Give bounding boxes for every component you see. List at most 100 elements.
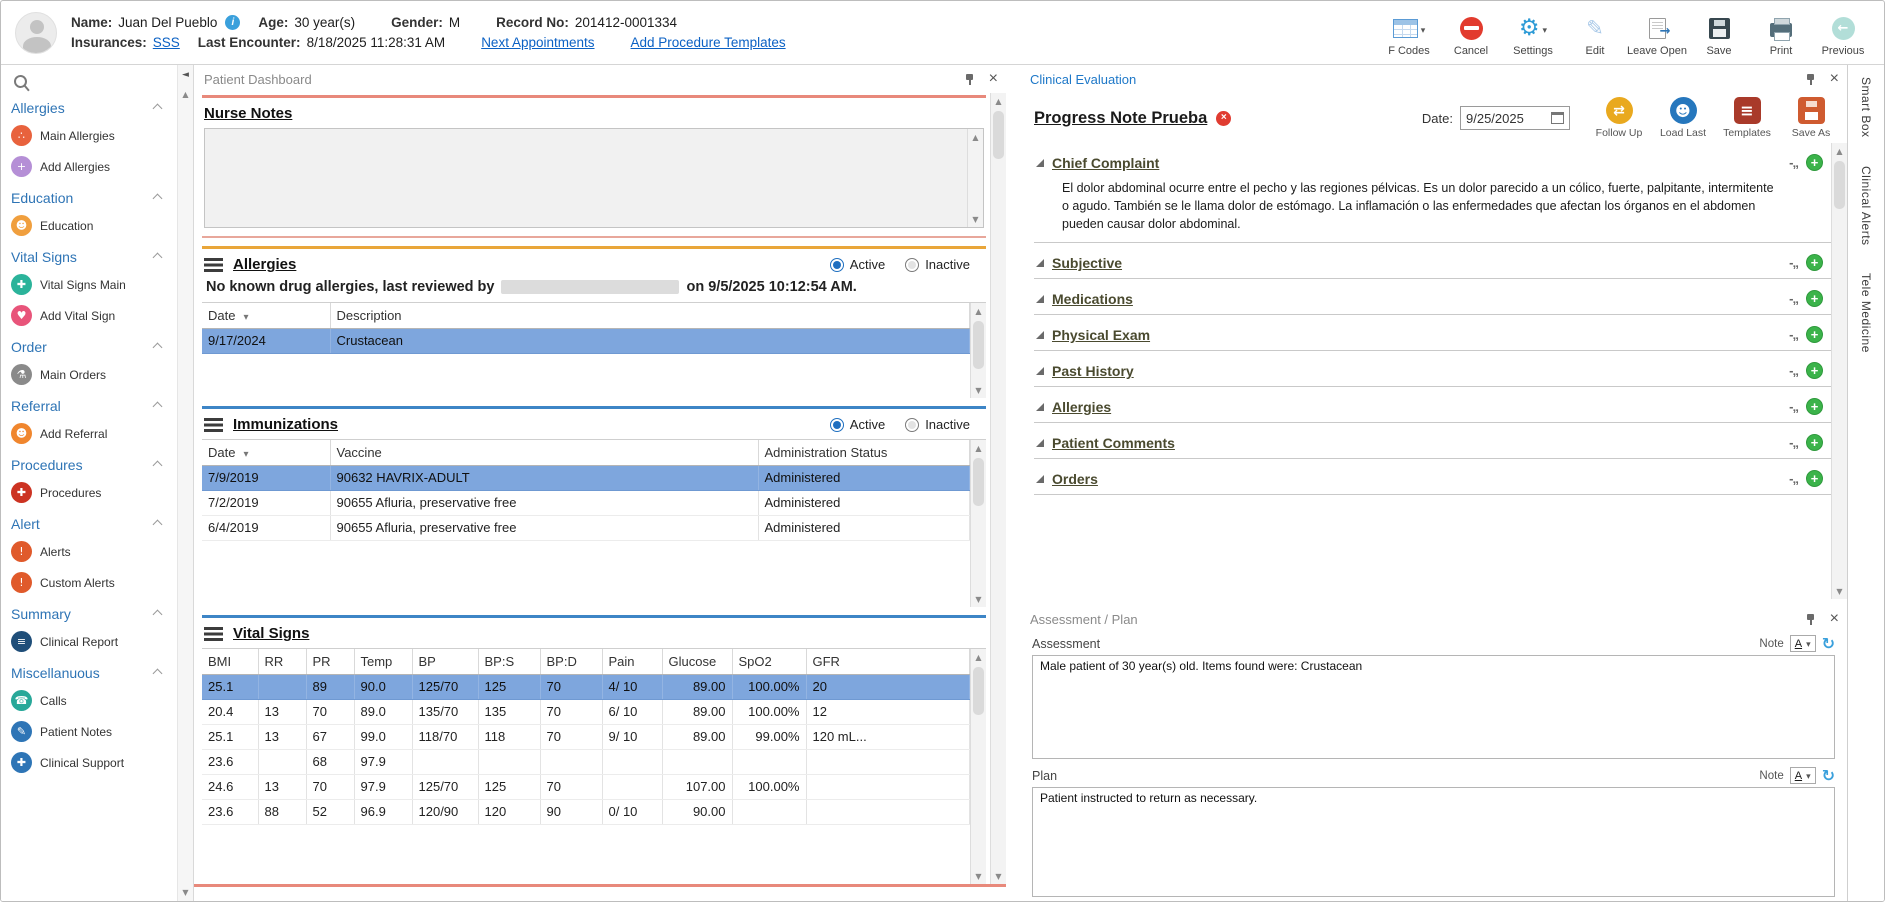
- quick-text-icon[interactable]: [1789, 155, 1798, 170]
- expander-icon[interactable]: [1036, 258, 1044, 267]
- note-format-dropdown[interactable]: A: [1789, 767, 1816, 784]
- note-scrollbar[interactable]: [1831, 143, 1847, 599]
- scrollbar-thumb[interactable]: [973, 458, 984, 589]
- nurse-notes-content[interactable]: [205, 129, 967, 227]
- assessment-textarea[interactable]: Male patient of 30 year(s) old. Items fo…: [1032, 655, 1835, 759]
- expander-icon[interactable]: [1036, 158, 1044, 167]
- sidebar-item-main-orders[interactable]: ⚗ Main Orders: [11, 359, 175, 390]
- scroll-up-button[interactable]: [972, 130, 978, 144]
- quick-text-icon[interactable]: [1789, 291, 1798, 306]
- note-section-title[interactable]: Past History: [1052, 362, 1134, 379]
- column-header-spo2[interactable]: SpO2: [732, 649, 807, 675]
- scroll-down-button[interactable]: [975, 592, 981, 606]
- previous-button[interactable]: Previous: [1814, 14, 1872, 57]
- load-last-button[interactable]: Load Last: [1655, 97, 1711, 139]
- scroll-up-button[interactable]: [975, 650, 981, 664]
- add-content-icon[interactable]: [1806, 290, 1823, 308]
- edit-button[interactable]: Edit: [1566, 14, 1624, 57]
- pin-icon[interactable]: [964, 73, 975, 86]
- add-procedure-templates-link[interactable]: Add Procedure Templates: [630, 35, 786, 50]
- column-header-bp[interactable]: BP: [412, 649, 479, 675]
- add-content-icon[interactable]: [1806, 254, 1823, 272]
- note-section-title[interactable]: Physical Exam: [1052, 326, 1151, 343]
- table-row[interactable]: 6/4/2019 90655 Afluria, preservative free…: [202, 515, 970, 541]
- expander-icon[interactable]: [1036, 402, 1044, 411]
- vertical-scrollbar[interactable]: [967, 129, 983, 227]
- scroll-down-button[interactable]: [1836, 584, 1842, 598]
- sidebar-section-summary[interactable]: Summary: [11, 598, 175, 626]
- section-menu-icon[interactable]: [204, 626, 223, 641]
- pin-icon[interactable]: [1805, 613, 1816, 626]
- close-icon[interactable]: [1830, 71, 1839, 87]
- date-input[interactable]: 9/25/2025: [1460, 106, 1570, 130]
- scroll-down-button[interactable]: [182, 885, 188, 899]
- note-section-title[interactable]: Subjective: [1052, 254, 1123, 271]
- print-button[interactable]: Print: [1752, 14, 1810, 57]
- settings-button[interactable]: Settings: [1504, 14, 1562, 57]
- sidebar-section-alert[interactable]: Alert: [11, 508, 175, 536]
- expander-icon[interactable]: [1036, 438, 1044, 447]
- inactive-radio[interactable]: Inactive: [905, 257, 970, 272]
- cancel-button[interactable]: Cancel: [1442, 14, 1500, 57]
- sidebar-section-education[interactable]: Education: [11, 182, 175, 210]
- scroll-down-button[interactable]: [995, 869, 1001, 883]
- info-icon[interactable]: [225, 15, 241, 30]
- column-header-pr[interactable]: PR: [306, 649, 355, 675]
- collapse-sidebar-icon[interactable]: [182, 67, 189, 81]
- table-row[interactable]: 25.1 89 90.0 125/70 125 70 4/ 10 89.00 100.00% 20: [202, 674, 970, 700]
- expander-icon[interactable]: [1036, 474, 1044, 483]
- scrollbar-thumb[interactable]: [973, 667, 984, 866]
- dropdown-caret-icon[interactable]: [1543, 21, 1548, 36]
- vertical-scrollbar[interactable]: [970, 440, 986, 607]
- follow-up-button[interactable]: Follow Up: [1591, 97, 1647, 139]
- close-icon[interactable]: [1830, 611, 1839, 627]
- column-header-date[interactable]: Date: [202, 303, 331, 329]
- templates-button[interactable]: Templates: [1719, 97, 1775, 139]
- save-button[interactable]: Save: [1690, 14, 1748, 57]
- add-content-icon[interactable]: [1806, 470, 1823, 488]
- note-section-title[interactable]: Medications: [1052, 290, 1133, 307]
- search-icon[interactable]: [11, 72, 30, 91]
- sidebar-item-main-allergies[interactable]: ∴ Main Allergies: [11, 120, 175, 151]
- column-header-description[interactable]: Description: [330, 303, 970, 329]
- plan-textarea[interactable]: Patient instructed to return as necessar…: [1032, 787, 1835, 897]
- scroll-down-button[interactable]: [975, 869, 981, 883]
- delete-note-icon[interactable]: [1216, 110, 1232, 126]
- sidebar-item-alerts[interactable]: ! Alerts: [11, 536, 175, 567]
- scrollbar-thumb[interactable]: [993, 111, 1004, 866]
- side-tab-smart-box[interactable]: Smart Box: [1859, 77, 1873, 138]
- close-icon[interactable]: [989, 71, 998, 87]
- sidebar-item-education[interactable]: ☻ Education: [11, 210, 175, 241]
- column-header-bmi[interactable]: BMI: [202, 649, 259, 675]
- scroll-up-button[interactable]: [975, 304, 981, 318]
- quick-text-icon[interactable]: [1789, 471, 1798, 486]
- dropdown-caret-icon[interactable]: [1421, 21, 1426, 36]
- quick-text-icon[interactable]: [1789, 363, 1798, 378]
- table-row[interactable]: 9/17/2024 Crustacean: [202, 328, 970, 354]
- expander-icon[interactable]: [1036, 294, 1044, 303]
- scroll-up-button[interactable]: [975, 441, 981, 455]
- expander-icon[interactable]: [1036, 330, 1044, 339]
- pin-icon[interactable]: [1805, 73, 1816, 86]
- quick-text-icon[interactable]: [1789, 327, 1798, 342]
- sidebar-scrollbar[interactable]: [177, 65, 194, 901]
- scroll-down-button[interactable]: [972, 212, 978, 226]
- table-row[interactable]: 25.1 13 67 99.0 118/70 118 70 9/ 10 89.00 99.00% 1…: [202, 724, 970, 750]
- refresh-icon[interactable]: [1822, 768, 1835, 784]
- add-content-icon[interactable]: [1806, 154, 1823, 171]
- section-menu-icon[interactable]: [204, 417, 223, 432]
- quick-text-icon[interactable]: [1789, 435, 1798, 450]
- note-section-title[interactable]: Orders: [1052, 470, 1098, 487]
- add-content-icon[interactable]: [1806, 326, 1823, 344]
- side-tab-clinical-alerts[interactable]: Clinical Alerts: [1859, 165, 1873, 246]
- save-as-button[interactable]: Save As: [1783, 97, 1839, 139]
- active-radio[interactable]: Active: [829, 417, 885, 432]
- note-section-title[interactable]: Allergies: [1052, 398, 1112, 415]
- sidebar-item-patient-notes[interactable]: ✎ Patient Notes: [11, 716, 175, 747]
- sidebar-item-procedures[interactable]: ✚ Procedures: [11, 477, 175, 508]
- sidebar-section-vital-signs[interactable]: Vital Signs: [11, 241, 175, 269]
- scroll-up-button[interactable]: [182, 87, 188, 101]
- sidebar-item-add-vital-sign[interactable]: ♥ Add Vital Sign: [11, 300, 175, 331]
- filter-caret-icon[interactable]: [243, 308, 248, 323]
- vertical-scrollbar[interactable]: [970, 649, 986, 884]
